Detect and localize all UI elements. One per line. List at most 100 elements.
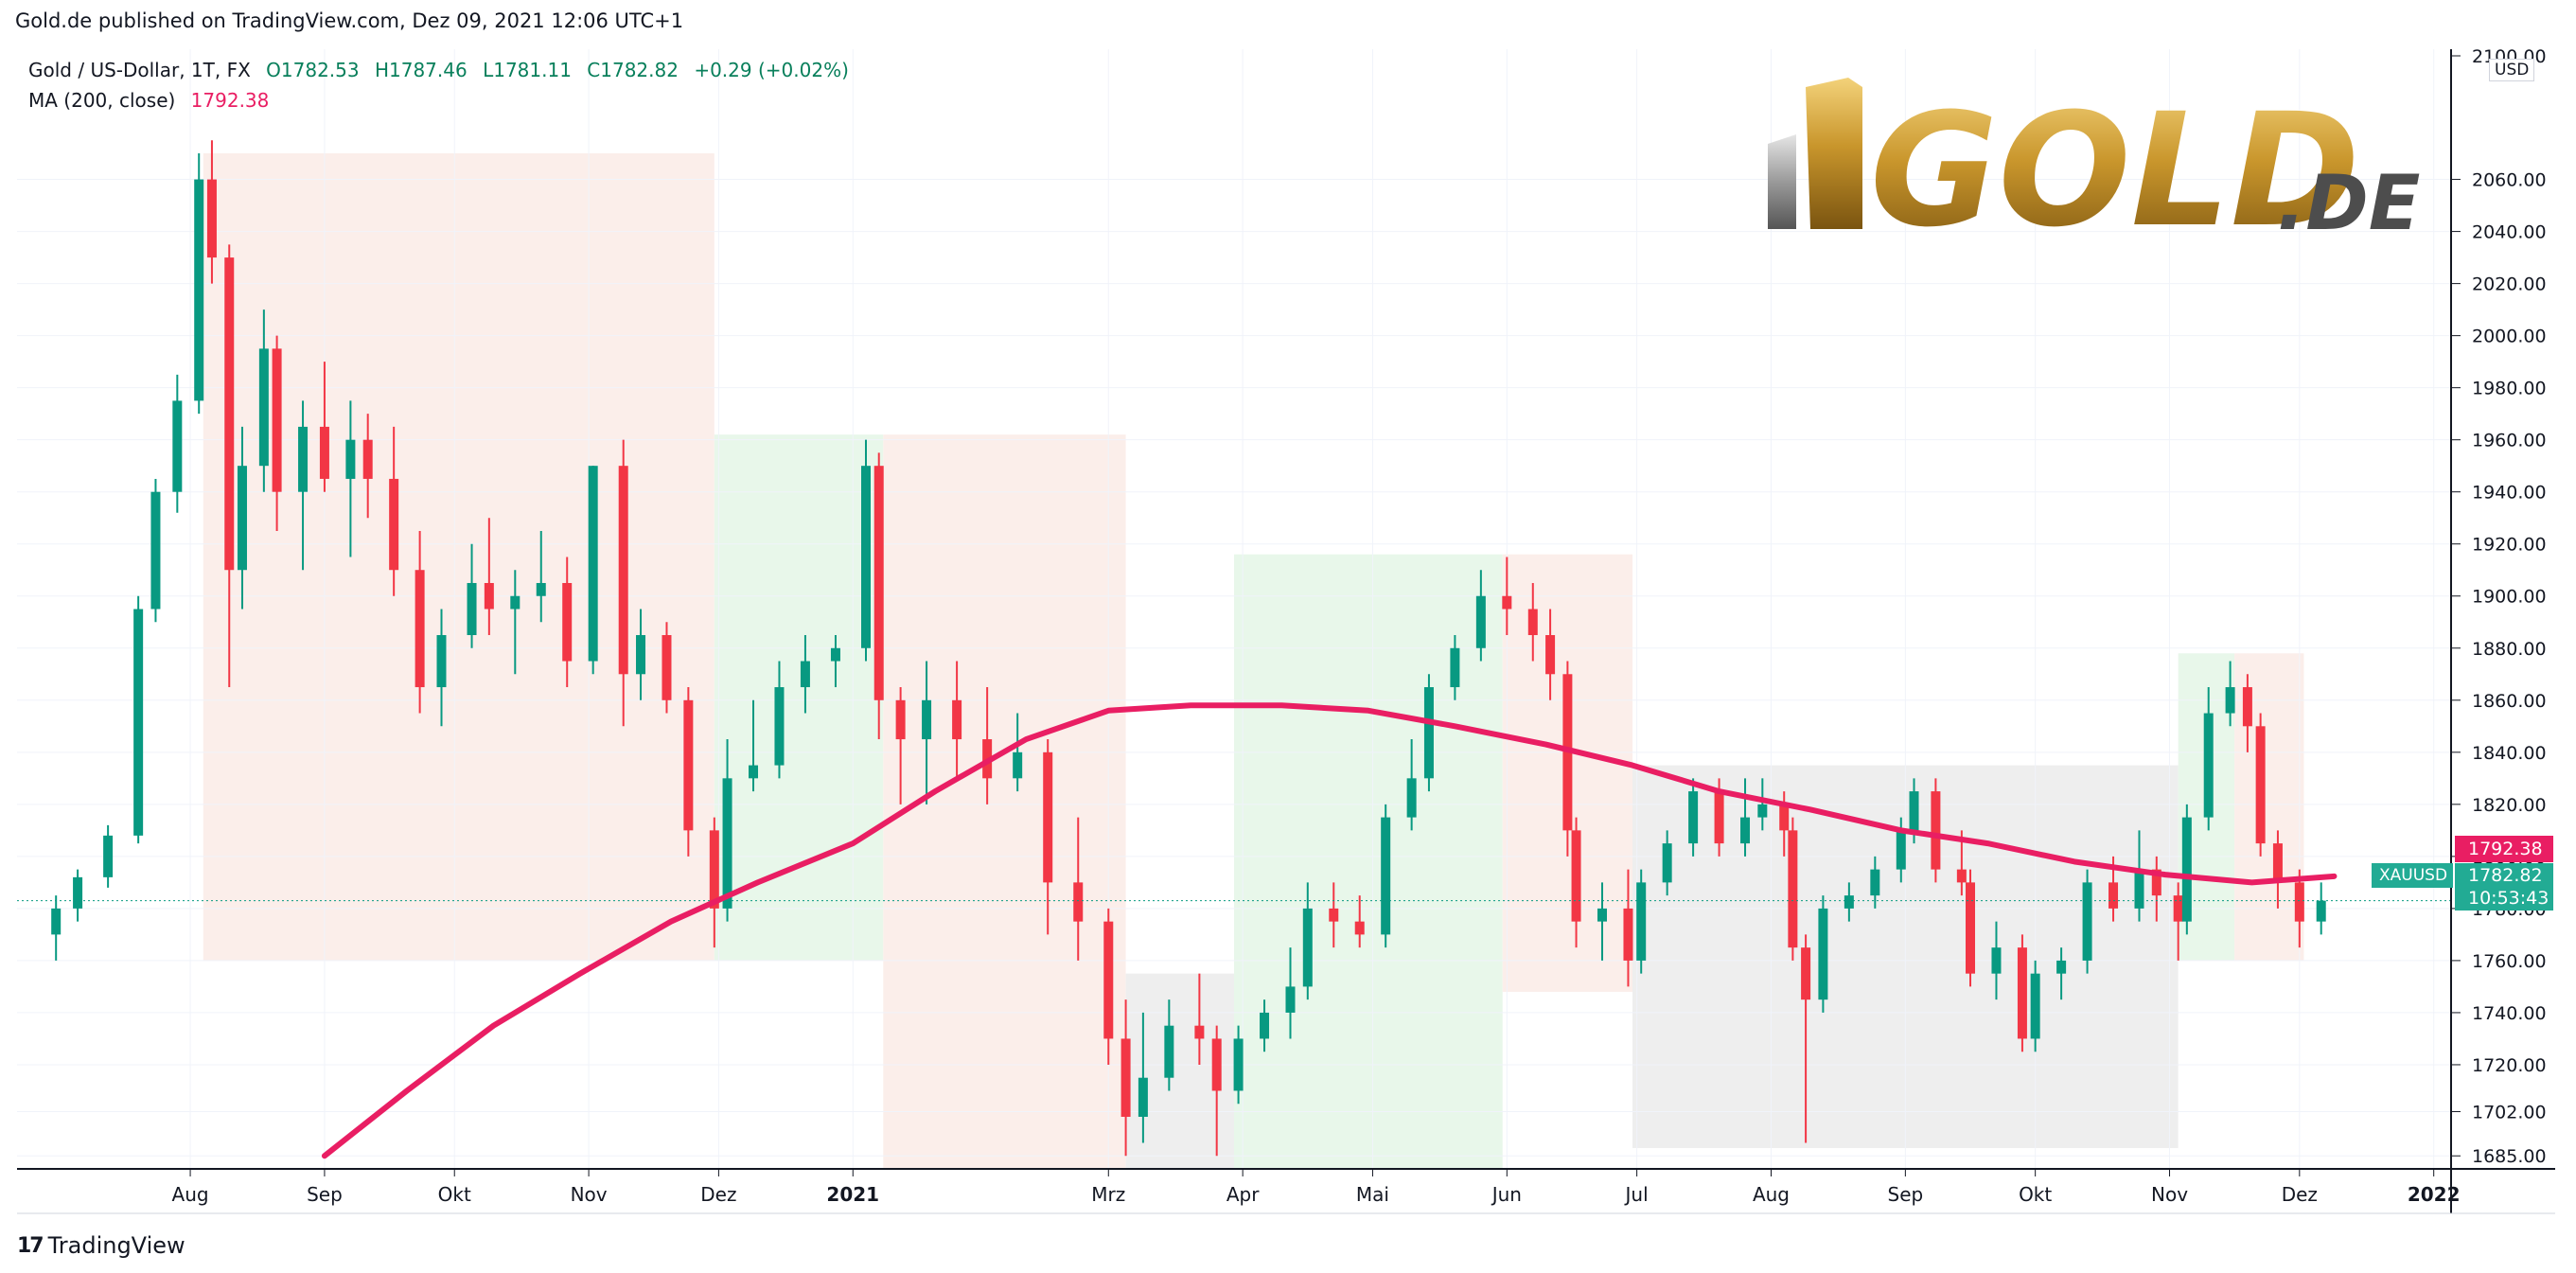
last-price-tag: 1782.82 10:53:43 [2455,863,2553,911]
time-tick-label: Mai [1356,1183,1389,1206]
candle-body [345,439,356,479]
candle-body [1818,908,1828,1000]
candle-body [1285,986,1296,1013]
candle-body [1597,908,1608,922]
candle-body [194,179,204,401]
candle-body [1909,791,1919,831]
candle-body [206,179,217,258]
candle-body [709,830,719,909]
time-tick-label: Dez [2282,1183,2318,1206]
legend-ohlc: Gold / US-Dollar, 1T, FX O1782.53 H1787.… [28,59,858,81]
candle-body [51,908,62,935]
candle-body [436,635,447,688]
candle-body [1870,869,1880,896]
price-tick-label: 1740.00 [2472,1003,2547,1024]
candle-body [467,582,477,636]
candle-body [362,439,373,479]
candle-body [1623,908,1633,961]
candle-body [1164,1025,1174,1078]
candle-body [873,466,884,700]
currency-label[interactable]: USD [2489,59,2535,81]
candle-body [774,687,785,766]
price-tick-label: 1820.00 [2472,795,2547,816]
candle-body [1194,1025,1205,1039]
candle-body [1714,791,1724,844]
candle-body [536,582,546,596]
candle-body [2255,726,2266,844]
candle-body [1740,817,1751,844]
time-tick-label: Sep [307,1183,343,1206]
price-tick-label: 2060.00 [2472,170,2547,191]
price-tick-label: 1760.00 [2472,951,2547,972]
price-tick-label: 2000.00 [2472,327,2547,347]
legend-high: H1787.46 [374,59,468,81]
candle-body [562,582,573,662]
candle-body [2030,973,2040,1039]
time-tick-label: Jun [1491,1183,1522,1206]
price-tick-label: 1860.00 [2472,691,2547,712]
candle-body [133,609,144,836]
candle-body [895,699,906,740]
candle-body [1120,1038,1131,1117]
time-tick-label: Apr [1226,1183,1260,1206]
gold-de-logo: GOLD .DE [1768,78,2420,239]
candle-body [1013,751,1023,779]
candle-body [1779,804,1790,831]
candle-body [636,635,646,675]
candle-body [1423,687,1434,779]
candle-body [1844,895,1854,909]
highlight-zone [203,153,715,961]
last-price-value: 1782.82 [2468,865,2543,886]
candle-body [1801,947,1811,1000]
candle-body [1103,921,1114,1039]
candle-body [1896,830,1906,870]
candle-body [2056,960,2067,974]
time-tick-label: Okt [438,1183,471,1206]
candle-body [272,348,282,492]
time-tick-label: Sep [1888,1183,1924,1206]
candle-body [2134,869,2144,909]
candle-body [1662,843,1672,883]
symbol-tag: XAUUSD [2372,863,2453,888]
highlight-zones [203,153,2304,1169]
candle-body [298,426,309,492]
price-tick-label: 2040.00 [2472,222,2547,243]
tradingview-footer[interactable]: 17 TradingView [17,1232,185,1259]
candle-body [860,466,871,648]
candle-body [922,699,932,740]
legend-ma: MA (200, close) 1792.38 [28,89,278,112]
price-tick-label: 1960.00 [2472,431,2547,451]
candle-body [150,491,161,610]
price-tick-label: 1702.00 [2472,1102,2547,1123]
legend-ma-value: 1792.38 [190,89,270,112]
time-tick-label: Mrz [1091,1183,1125,1206]
candle-body [2294,882,2304,922]
price-tick-label: 1940.00 [2472,483,2547,504]
time-tick-label: Dez [700,1183,736,1206]
price-tick-label: 1720.00 [2472,1055,2547,1076]
time-tick-label: Nov [571,1183,608,1206]
candle-body [830,647,840,662]
candle-body [2082,882,2092,961]
candle-body [2242,687,2252,727]
candle-body [2017,947,2027,1039]
candle-body [1073,882,1084,922]
candle-body [1475,595,1486,648]
time-tick-label: 2022 [2408,1183,2461,1206]
time-tick-label: Aug [172,1183,209,1206]
candle-body [237,466,247,571]
svg-text:GOLD: GOLD [1870,80,2360,239]
candle-body [1260,1012,1270,1039]
candle-body [1381,817,1391,935]
candle-body [1354,921,1365,935]
candle-body [389,478,399,571]
candle-body [722,778,732,909]
time-tick-label: Okt [2019,1183,2052,1206]
moving-average-layer [321,702,2338,1159]
candle-body [2272,843,2283,883]
candle-body [1043,751,1053,883]
price-tick-label: 1900.00 [2472,587,2547,608]
candle-body [2203,713,2214,818]
price-tick-label: 1920.00 [2472,535,2547,556]
